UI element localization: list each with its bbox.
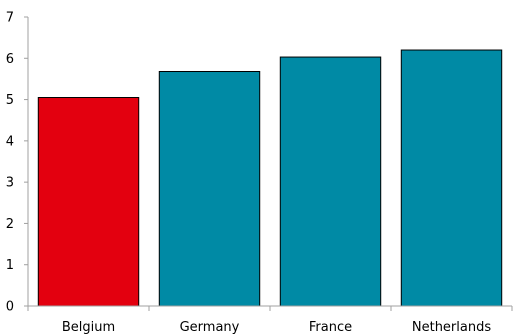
x-category-label: Germany (180, 320, 240, 335)
x-category-label: France (309, 320, 352, 335)
y-axis: 0 1 2 3 4 5 6 7 (6, 11, 29, 315)
bar-france (279, 56, 382, 307)
bar-netherlands (400, 49, 503, 307)
bars (37, 49, 503, 307)
bar-germany (158, 70, 261, 307)
x-category-label: Netherlands (412, 320, 491, 335)
y-tick-label: 3 (6, 176, 14, 191)
bar-belgium (37, 97, 140, 307)
y-tick-label: 2 (6, 217, 14, 232)
y-tick-label: 1 (6, 258, 14, 273)
y-tick-label: 0 (6, 300, 14, 315)
y-tick-label: 5 (6, 93, 14, 108)
y-tick-label: 4 (6, 134, 14, 149)
y-tick-label: 6 (6, 52, 14, 67)
y-tick-label: 7 (6, 11, 14, 26)
x-axis: Belgium Germany France Netherlands (27, 305, 513, 335)
x-category-label: Belgium (62, 320, 115, 335)
